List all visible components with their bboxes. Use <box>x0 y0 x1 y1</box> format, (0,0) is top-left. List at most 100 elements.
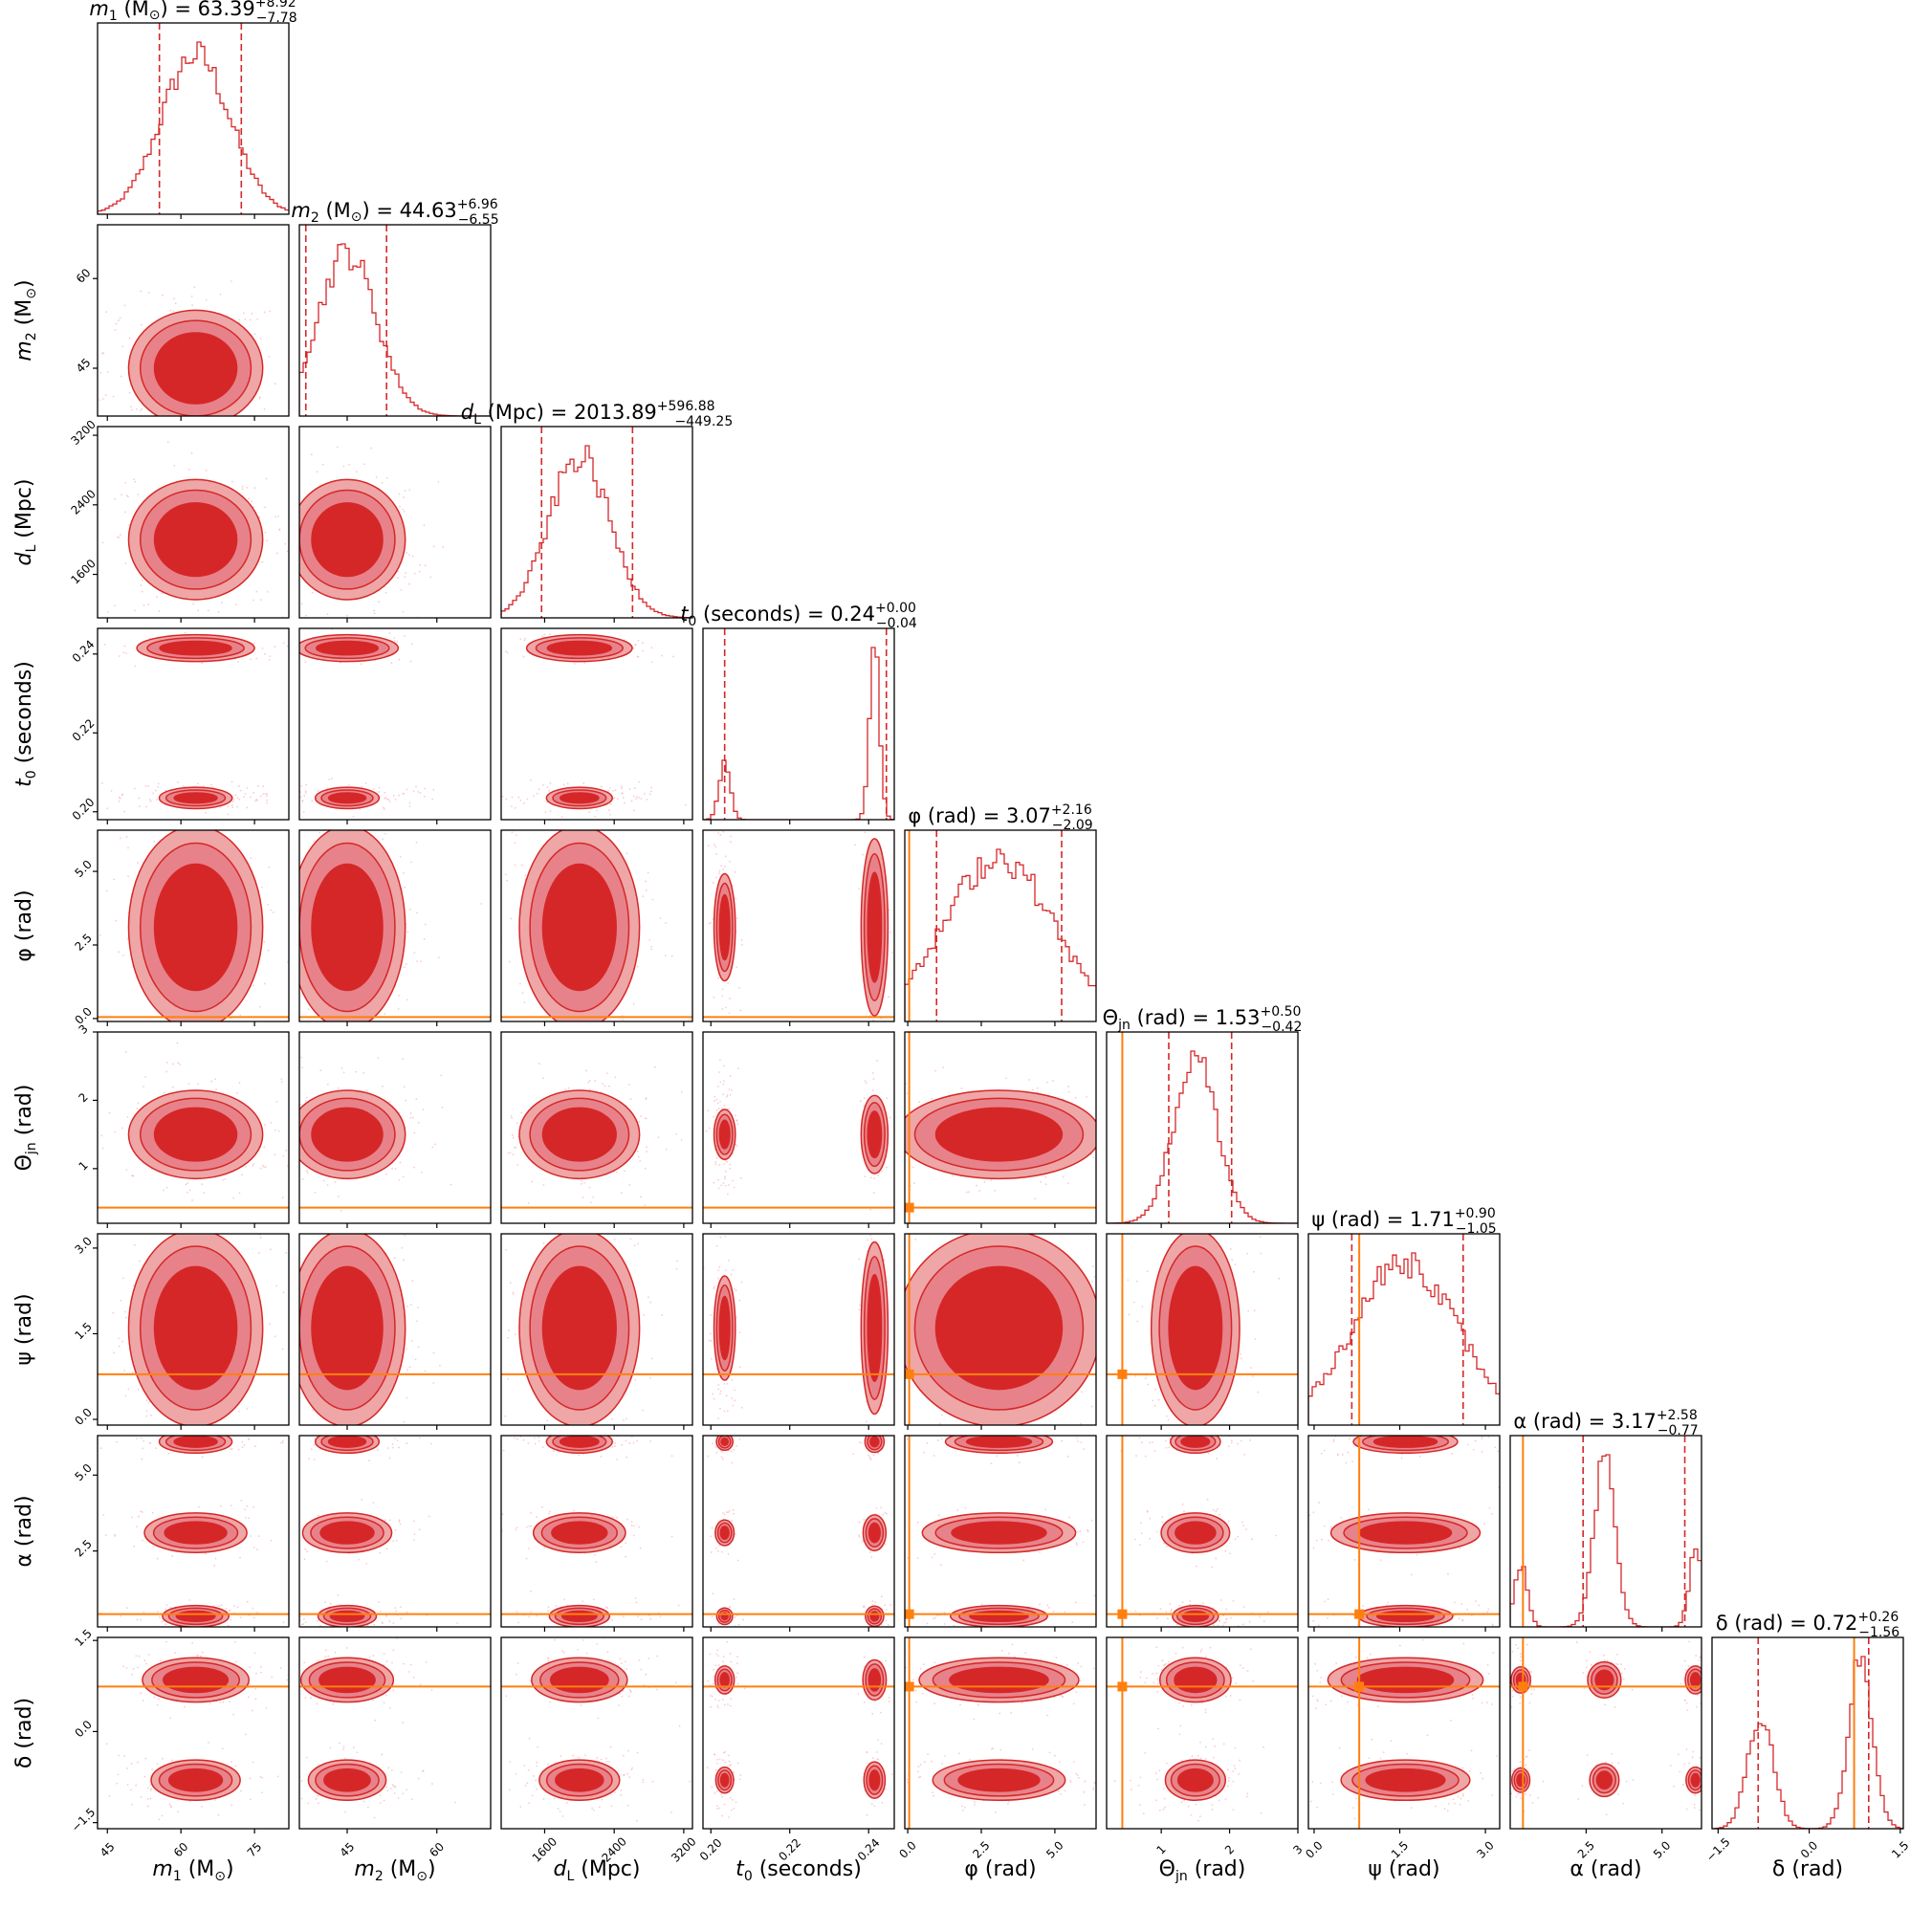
sample-point <box>621 787 623 790</box>
sample-point <box>290 956 292 958</box>
sample-point <box>246 1408 249 1410</box>
sample-point <box>532 1214 534 1216</box>
sample-point <box>82 913 84 915</box>
sample-point <box>184 631 187 634</box>
sample-point <box>415 785 417 788</box>
sample-point <box>942 1204 944 1206</box>
y-tick-label: 3.0 <box>72 1234 94 1256</box>
sample-point <box>729 998 731 999</box>
sample-point <box>731 1397 733 1399</box>
sample-point <box>672 1466 674 1468</box>
sample-point <box>638 1121 641 1123</box>
sample-point <box>738 1366 741 1369</box>
sample-point <box>622 1419 625 1421</box>
sample-point <box>205 298 208 301</box>
sample-point <box>125 494 128 497</box>
sample-point <box>274 1335 276 1338</box>
sample-point <box>274 383 276 385</box>
sample-point <box>492 1137 494 1139</box>
sample-point <box>920 1224 922 1226</box>
sample-point <box>46 781 48 783</box>
sample-point <box>580 1182 582 1185</box>
sample-point <box>714 844 715 845</box>
sample-point <box>731 1089 733 1091</box>
sample-point <box>596 1043 598 1044</box>
sample-point <box>424 923 427 926</box>
sample-point <box>77 1258 79 1260</box>
sample-point <box>543 633 546 636</box>
sample-point <box>728 1088 731 1090</box>
sample-point <box>121 494 122 496</box>
sample-point <box>509 1152 512 1153</box>
sample-point <box>114 497 117 500</box>
sample-point <box>718 869 721 872</box>
sample-point <box>252 867 253 868</box>
sample-point <box>254 1211 256 1213</box>
sample-point <box>717 832 720 835</box>
sample-point <box>261 1164 264 1167</box>
sample-point <box>373 612 376 615</box>
sample-point <box>632 795 635 798</box>
sample-point <box>196 782 199 785</box>
sample-point <box>267 949 270 952</box>
sample-point <box>876 1048 878 1050</box>
sample-point <box>522 801 525 804</box>
sample-point <box>717 1178 719 1181</box>
sample-point <box>362 1072 365 1074</box>
sample-point <box>279 1054 281 1056</box>
sample-point <box>717 1388 720 1391</box>
sample-point <box>726 1095 728 1098</box>
sample-point <box>727 981 730 984</box>
sample-point <box>942 1066 945 1068</box>
sample-point <box>264 531 267 534</box>
panel-frame <box>500 627 693 821</box>
sample-point <box>155 789 157 792</box>
sample-point <box>405 1348 407 1350</box>
sample-point <box>95 1510 97 1512</box>
sample-point <box>976 1184 977 1187</box>
sample-point <box>615 1171 618 1174</box>
sample-point <box>201 1183 204 1185</box>
sample-point <box>593 1087 595 1089</box>
sample-point <box>612 789 615 792</box>
sample-point <box>1141 1227 1143 1229</box>
sample-point <box>621 785 624 788</box>
sample-point <box>510 1114 513 1117</box>
contour-inner <box>541 863 617 992</box>
sample-point <box>393 1257 396 1260</box>
sample-point <box>710 1340 713 1342</box>
sample-point <box>265 1211 267 1213</box>
sample-point <box>627 1083 630 1086</box>
sample-point <box>731 1494 733 1496</box>
sample-point <box>337 1087 340 1089</box>
sample-point <box>277 1065 279 1066</box>
sample-point <box>290 978 292 980</box>
sample-point <box>268 920 270 922</box>
sample-point <box>299 796 302 799</box>
sample-point <box>1202 1170 1204 1172</box>
sample-point <box>524 874 527 877</box>
sample-point <box>158 1616 161 1618</box>
sample-point <box>633 1244 636 1247</box>
sample-point <box>432 1381 435 1384</box>
sample-point <box>724 1159 727 1162</box>
sample-point <box>870 1238 873 1240</box>
sample-point <box>1091 1280 1093 1283</box>
sample-point <box>721 1007 724 1010</box>
sample-point <box>911 1166 914 1169</box>
sample-point <box>238 1192 241 1195</box>
panel-frame <box>298 224 492 417</box>
sample-point <box>549 781 552 784</box>
sample-point <box>405 572 407 574</box>
sample-point <box>243 796 245 799</box>
sample-point <box>120 1077 121 1079</box>
sample-point <box>291 836 293 838</box>
sample-point <box>259 1234 261 1237</box>
panel-title-t0: t0 (seconds) = 0.24+0.00 −0.04 <box>680 601 917 631</box>
panel-psi-phi <box>904 1204 1097 1430</box>
sample-point <box>640 798 643 800</box>
sample-point <box>294 558 296 560</box>
sample-point <box>594 1080 597 1082</box>
sample-point <box>635 825 637 827</box>
sample-point <box>1092 1156 1095 1159</box>
